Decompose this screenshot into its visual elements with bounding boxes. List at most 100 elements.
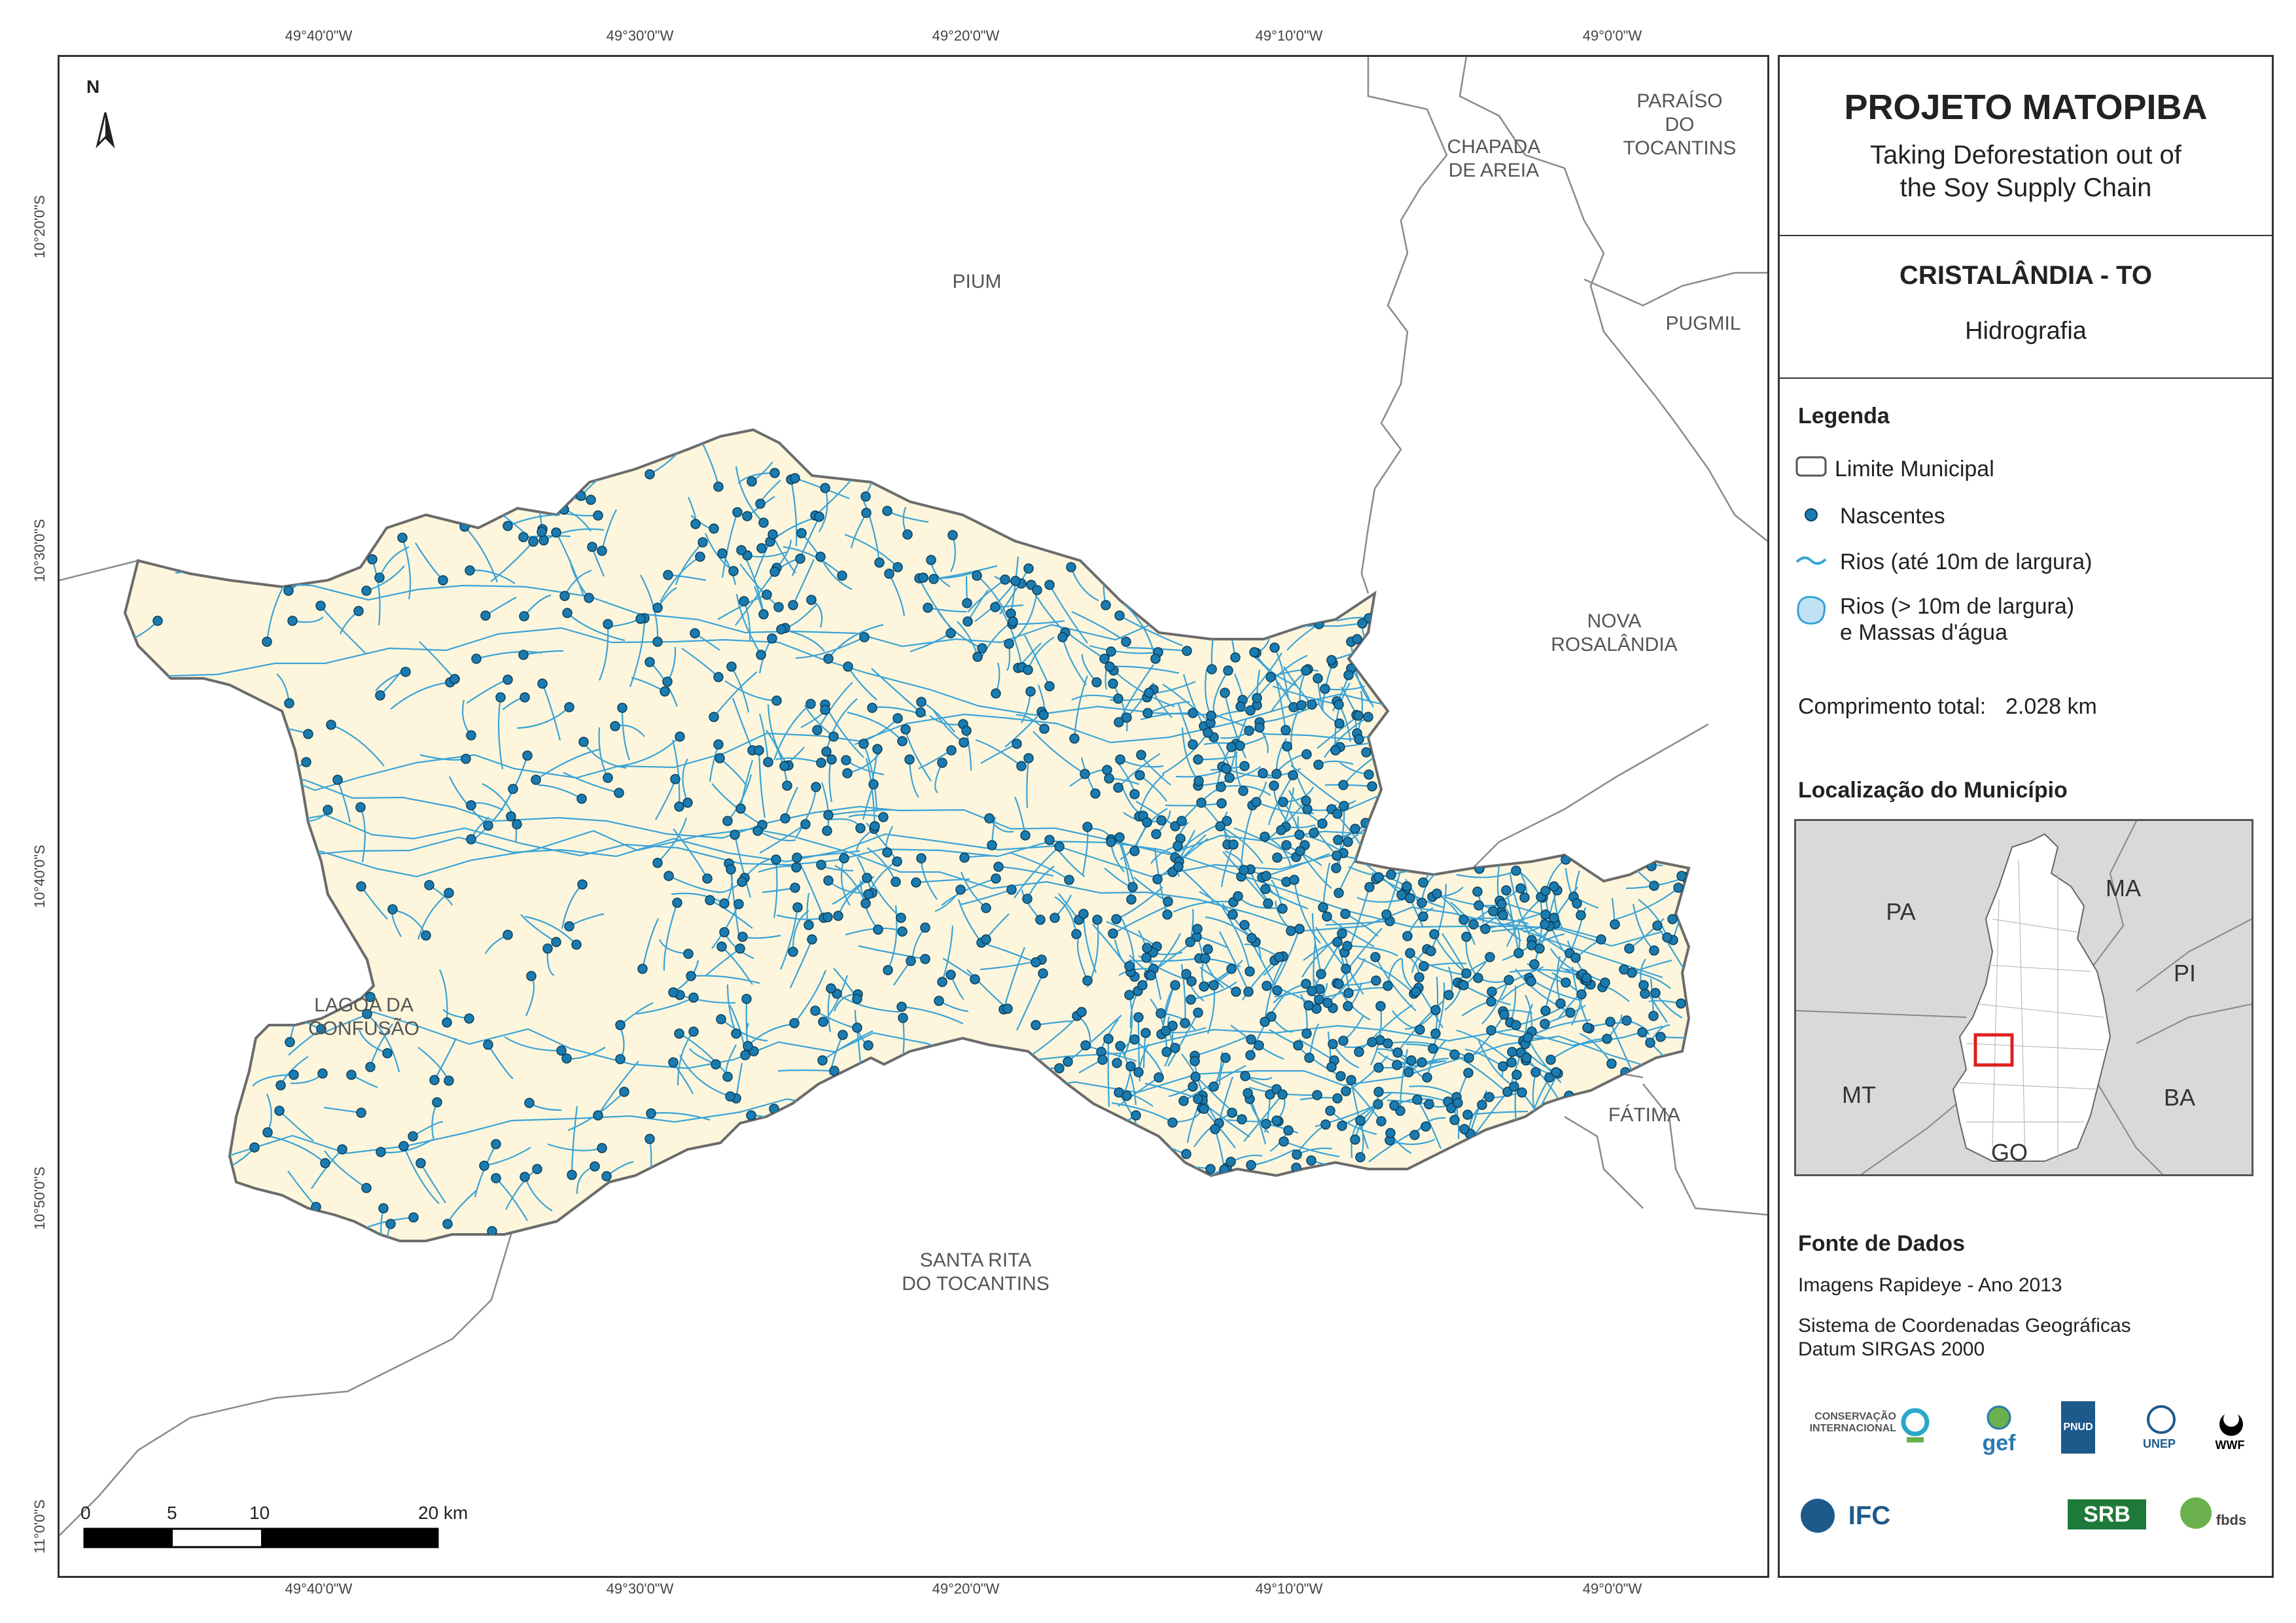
spring-point: [713, 481, 724, 492]
spring-point: [1355, 1152, 1366, 1162]
river-tributary: [690, 975, 760, 985]
river-tributary: [650, 1112, 711, 1121]
spring-point: [878, 812, 889, 822]
spring-point: [652, 602, 663, 613]
river-tributary: [775, 757, 822, 764]
spring-symbol-icon: [1805, 508, 1818, 521]
spring-point: [615, 1020, 626, 1030]
river-tributary: [1012, 620, 1065, 625]
location-inset-svg: [1796, 821, 2252, 1174]
spring-point: [1035, 915, 1046, 925]
river-tributary: [641, 918, 659, 969]
river-tributary: [759, 824, 806, 854]
spring-point: [1260, 884, 1271, 894]
spring-point: [755, 498, 766, 509]
spring-point: [1277, 1089, 1288, 1100]
river-tributary: [858, 945, 926, 960]
loc-label-ba: BA: [2163, 1084, 2196, 1111]
spring-point: [1421, 1121, 1431, 1132]
spring-point: [861, 508, 872, 518]
river-tributary: [1318, 986, 1386, 1001]
spring-point: [365, 1062, 376, 1072]
river-tributary: [1142, 933, 1181, 986]
spring-point: [820, 483, 830, 493]
spring-point: [790, 882, 800, 893]
river-tributary: [330, 724, 385, 767]
river-tributary: [1347, 945, 1398, 956]
fbds-logo: fbds: [2216, 1512, 2247, 1528]
spring-point: [1464, 1053, 1474, 1063]
spring-point: [915, 707, 926, 718]
spring-point: [1381, 909, 1392, 920]
spring-point: [981, 903, 991, 913]
spring-point: [564, 702, 574, 712]
map-canvas[interactable]: [60, 57, 1767, 1576]
spring-point: [1252, 693, 1262, 703]
spring-point: [1458, 915, 1469, 925]
spring-point: [838, 1030, 848, 1040]
river-tributary: [597, 1060, 639, 1116]
wwf-logo: WWF: [2215, 1439, 2245, 1452]
spring-point: [1561, 977, 1571, 988]
spring-point: [1150, 654, 1161, 664]
spring-point: [590, 1161, 600, 1172]
spring-point: [959, 737, 969, 748]
spring-point: [415, 1158, 426, 1168]
spring-point: [800, 819, 811, 829]
spring-point: [771, 695, 782, 706]
spring-point: [726, 864, 736, 875]
spring-point: [1294, 924, 1305, 934]
spring-point: [1103, 1034, 1114, 1044]
spring-point: [1409, 1130, 1420, 1140]
spring-point: [762, 589, 772, 600]
spring-point: [1487, 986, 1497, 997]
river-tributary: [733, 834, 752, 898]
map-frame[interactable]: N 0 5 10 20 km CHAPADA DE AREIA PARAÍSO …: [58, 55, 1769, 1578]
river-tributary: [713, 671, 758, 718]
spring-point: [1271, 1115, 1282, 1126]
spring-point: [1182, 646, 1192, 656]
spring-point: [1350, 824, 1360, 834]
spring-point: [491, 1139, 501, 1149]
spring-point: [1057, 632, 1068, 642]
river-tributary: [1283, 1140, 1340, 1158]
spring-point: [1063, 1056, 1073, 1067]
spring-point: [284, 698, 294, 708]
river-tributary: [1012, 589, 1038, 642]
river-tributary: [1334, 682, 1351, 751]
river-tributary: [735, 466, 764, 523]
spring-point: [1392, 1047, 1403, 1058]
spring-point: [382, 1048, 393, 1058]
spring-point: [1133, 1067, 1144, 1077]
spring-point: [1375, 1001, 1386, 1011]
ifc-globe-icon: [1801, 1499, 1835, 1533]
river-tributary: [1242, 960, 1275, 1001]
spring-point: [1260, 1017, 1270, 1027]
river-tributary: [1147, 701, 1190, 714]
spring-point: [1540, 919, 1550, 930]
spring-point: [737, 932, 748, 942]
spring-point: [562, 608, 573, 618]
spring-point: [1181, 1149, 1192, 1159]
spring-point: [816, 860, 826, 870]
spring-point: [1307, 986, 1317, 996]
river-tributary: [901, 1005, 964, 1024]
spring-point: [1226, 742, 1237, 752]
spring-point: [556, 1045, 567, 1056]
river-tributary: [747, 1022, 796, 1047]
river-tributary: [1299, 850, 1332, 889]
spring-point: [823, 875, 834, 886]
spring-point: [531, 775, 541, 785]
spring-point: [1004, 638, 1014, 649]
spring-point: [1332, 850, 1342, 861]
spring-point: [1069, 733, 1080, 744]
spring-point: [597, 1143, 607, 1153]
spring-point: [1430, 1028, 1441, 1039]
spring-point: [823, 810, 834, 820]
spring-point: [1301, 749, 1312, 759]
spring-point: [928, 574, 939, 584]
north-arrow-icon: [96, 112, 115, 148]
spring-point: [503, 930, 513, 940]
scale-label-10: 10: [249, 1503, 270, 1523]
spring-point: [429, 1075, 440, 1085]
